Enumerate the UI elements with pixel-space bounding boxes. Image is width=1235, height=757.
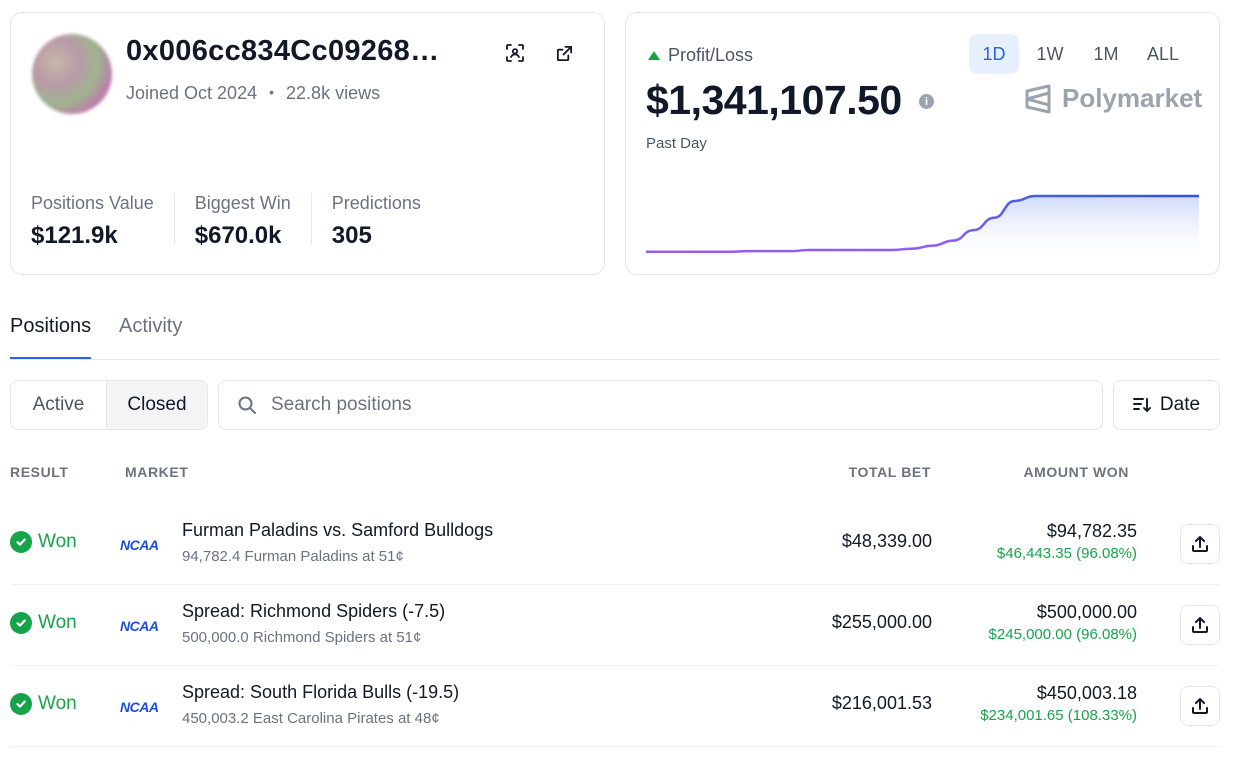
- pnl-label: Profit/Loss: [668, 45, 754, 65]
- market-title[interactable]: Spread: South Florida Bulls (-19.5): [182, 682, 460, 702]
- share-icon: [1192, 617, 1208, 633]
- share-button[interactable]: [1180, 686, 1220, 726]
- market-title[interactable]: Spread: Richmond Spiders (-7.5): [182, 601, 446, 621]
- market-subtitle: 94,782.4 Furman Paladins at 51¢: [182, 548, 404, 565]
- scan-profile-icon[interactable]: [503, 41, 527, 65]
- stat-predictions: Predictions 305: [331, 193, 441, 249]
- tab-positions[interactable]: Positions: [10, 315, 92, 359]
- pnl-card: Profit/Loss $1,341,107.50 i Past Day 1D …: [625, 12, 1220, 275]
- result-status: Won: [10, 612, 77, 634]
- polymarket-icon: [1025, 84, 1051, 113]
- result-label: Won: [38, 693, 77, 714]
- separator-dot: •: [269, 84, 275, 100]
- sort-date-button[interactable]: Date: [1113, 380, 1220, 430]
- amount-won-pnl: $234,001.65 (108.33%): [980, 707, 1137, 724]
- info-icon[interactable]: i: [919, 94, 934, 109]
- view-count: 22.8k views: [286, 83, 381, 103]
- amount-won: $500,000.00: [1036, 602, 1137, 622]
- range-tab-1w[interactable]: 1W: [1036, 43, 1064, 64]
- pnl-area: [646, 196, 1199, 263]
- share-icon: [1192, 536, 1208, 552]
- result-status: Won: [10, 531, 77, 553]
- search-icon: [238, 396, 256, 414]
- pnl-period: Past Day: [646, 135, 707, 152]
- filter-closed-button[interactable]: Closed: [106, 381, 207, 429]
- status-toggle: Active Closed: [10, 380, 208, 430]
- stat-label: Biggest Win: [194, 193, 291, 213]
- result-label: Won: [38, 531, 77, 552]
- check-circle-icon: [10, 531, 32, 553]
- share-icon: [1192, 698, 1208, 714]
- range-tab-1d[interactable]: 1D: [969, 34, 1019, 74]
- market-subtitle: 450,003.2 East Carolina Pirates at 48¢: [182, 710, 440, 727]
- total-bet: $48,339.00: [841, 531, 932, 551]
- tab-activity[interactable]: Activity: [119, 315, 183, 337]
- header-total-bet: TOTAL BET: [848, 464, 931, 480]
- amount-won-pnl: $46,443.35 (96.08%): [996, 545, 1137, 562]
- range-tab-1m[interactable]: 1M: [1093, 43, 1119, 64]
- polymarket-logo: Polymarket: [1024, 83, 1202, 114]
- amount-won-pnl: $245,000.00 (96.08%): [988, 626, 1137, 643]
- stat-positions-value: Positions Value $121.9k: [31, 193, 175, 249]
- total-bet: $255,000.00: [831, 612, 932, 632]
- ncaa-logo: NCAA: [120, 537, 159, 553]
- amount-won: $450,003.18: [1036, 683, 1137, 703]
- header-market: MARKET: [125, 464, 189, 480]
- trend-up-icon: [648, 51, 660, 60]
- check-circle-icon: [10, 612, 32, 634]
- joined-row: Joined Oct 2024 • 22.8k views: [126, 83, 380, 104]
- range-tab-all[interactable]: ALL: [1147, 43, 1180, 64]
- brand-name: Polymarket: [1062, 83, 1203, 113]
- filter-active-button[interactable]: Active: [32, 394, 85, 415]
- joined-date: Joined Oct 2024: [126, 83, 258, 103]
- pnl-series-line: [646, 194, 1199, 254]
- ncaa-logo: NCAA: [120, 699, 159, 715]
- table-row[interactable]: Won NCAA Furman Paladins vs. Samford Bul…: [10, 504, 1220, 585]
- header-amount-won: AMOUNT WON: [1023, 464, 1129, 480]
- sort-label: Date: [1159, 394, 1201, 415]
- pnl-label-row: Profit/Loss: [648, 45, 753, 66]
- result-label: Won: [38, 612, 77, 633]
- stat-label: Positions Value: [31, 193, 154, 213]
- username: 0x006cc834Cc09268…: [126, 35, 440, 67]
- stat-value: $670.0k: [194, 222, 282, 249]
- check-circle-icon: [10, 693, 32, 715]
- market-title[interactable]: Furman Paladins vs. Samford Bulldogs: [182, 520, 494, 540]
- sort-icon: [1132, 398, 1151, 412]
- header-result: RESULT: [10, 464, 69, 480]
- pnl-value: $1,341,107.50: [646, 77, 902, 123]
- external-link-icon[interactable]: [552, 41, 576, 65]
- search-bar: [218, 380, 1103, 430]
- amount-won: $94,782.35: [1046, 521, 1137, 541]
- pnl-chart: [646, 194, 1199, 263]
- share-button[interactable]: [1180, 605, 1220, 645]
- table-row[interactable]: Won NCAA Spread: Richmond Spiders (-7.5)…: [10, 585, 1220, 666]
- main-tabs: Positions Activity: [10, 310, 1220, 360]
- table-row[interactable]: Won NCAA Spread: South Florida Bulls (-1…: [10, 666, 1220, 747]
- avatar: [32, 34, 112, 114]
- stat-label: Predictions: [331, 193, 421, 213]
- profile-card: 0x006cc834Cc09268… Joined Oct 2024 • 22.…: [10, 12, 605, 275]
- stat-biggest-win: Biggest Win $670.0k: [194, 193, 312, 249]
- ncaa-logo: NCAA: [120, 618, 159, 634]
- profile-stats: Positions Value $121.9k Biggest Win $670…: [31, 193, 461, 249]
- market-subtitle: 500,000.0 Richmond Spiders at 51¢: [182, 629, 422, 646]
- stat-value: 305: [331, 222, 372, 249]
- range-tabs: 1D 1W 1M ALL: [969, 34, 1189, 74]
- share-button[interactable]: [1180, 524, 1220, 564]
- total-bet: $216,001.53: [831, 693, 932, 713]
- result-status: Won: [10, 693, 77, 715]
- stat-value: $121.9k: [31, 222, 118, 249]
- search-input[interactable]: [271, 394, 1102, 416]
